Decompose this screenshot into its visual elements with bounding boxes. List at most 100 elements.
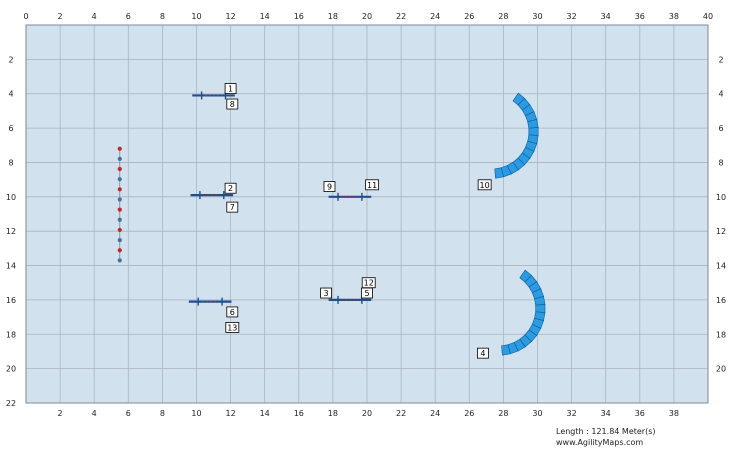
weave-pole [117, 187, 122, 192]
tunnel-segment [528, 127, 539, 136]
y-axis-right: 2 4 6 8 10 12 14 16 18 20 [716, 55, 726, 373]
number-label-text: 8 [230, 100, 235, 109]
number-label: 12 [361, 277, 376, 289]
x-tick-label-top: 26 [464, 12, 474, 21]
x-tick-label-top: 34 [601, 12, 611, 21]
number-label-text: 13 [227, 323, 237, 332]
x-tick-label-bottom: 24 [430, 409, 440, 418]
jump-3-12-5: 3 125 [320, 277, 376, 304]
number-label: 13 [225, 321, 240, 333]
weave-pole [117, 156, 122, 161]
field-border [25, 24, 709, 404]
number-label-text: 3 [324, 289, 329, 298]
x-tick-label-bottom: 12 [226, 409, 236, 418]
y-tick-label-left: 12 [6, 227, 16, 236]
number-label: 9 [323, 181, 336, 192]
number-label-text: 12 [364, 279, 374, 288]
y-tick-label-right: 6 [718, 124, 723, 133]
x-tick-label-top: 0 [23, 12, 28, 21]
number-label-box [323, 181, 336, 192]
y-tick-label-right: 16 [716, 296, 726, 305]
course-length-text: Length : 121.84 Meter(s) [556, 427, 656, 436]
x-tick-label-bottom: 18 [328, 409, 338, 418]
y-tick-label-left: 18 [6, 330, 16, 339]
x-tick-label-bottom: 32 [567, 409, 577, 418]
number-label-box [224, 83, 237, 94]
weave-pole [117, 166, 122, 172]
x-tick-label-top: 28 [498, 12, 508, 21]
y-tick-label-left: 8 [8, 158, 13, 167]
number-label-box [477, 347, 489, 359]
y-tick-label-left: 14 [6, 262, 16, 271]
y-tick-label-left: 22 [6, 399, 16, 408]
number-label-text: 2 [228, 184, 233, 193]
x-tick-label-top: 14 [260, 12, 270, 21]
x-tick-label-bottom: 22 [396, 409, 406, 418]
y-tick-label-right: 20 [716, 365, 726, 374]
x-tick-label-top: 10 [191, 12, 201, 21]
x-tick-label-bottom: 26 [464, 409, 474, 418]
x-tick-label-top: 30 [532, 12, 542, 21]
x-tick-label-bottom: 16 [294, 409, 304, 418]
x-tick-label-bottom: 34 [601, 409, 611, 418]
jump-2-7: 27 [190, 182, 239, 213]
number-label-box [225, 321, 240, 333]
number-label: 4 [477, 347, 489, 359]
weave-pole [117, 207, 122, 212]
y-tick-label-left: 16 [6, 296, 16, 305]
y-tick-label-right: 18 [716, 330, 726, 339]
x-tick-label-bottom: 30 [532, 409, 542, 418]
grid-lines [25, 24, 709, 404]
tunnel-segment [494, 167, 504, 179]
x-tick-label-top: 6 [126, 12, 131, 21]
tunnel-10: 10 [477, 92, 539, 191]
weave-pole [117, 217, 122, 222]
jump-6-13: 6 13 [188, 297, 240, 333]
number-label-text: 4 [480, 349, 485, 358]
weave-pole [117, 177, 122, 182]
y-tick-label-right: 14 [716, 262, 726, 271]
x-tick-label-top: 12 [226, 12, 236, 21]
number-label: 1 [224, 83, 237, 94]
x-tick-label-top: 36 [635, 12, 645, 21]
x-tick-label-top: 40 [703, 12, 713, 21]
tunnel-segment [501, 344, 511, 356]
x-tick-label-bottom: 36 [635, 409, 645, 418]
tunnel-4: 4 [477, 269, 546, 359]
y-tick-label-left: 20 [6, 365, 16, 374]
number-label-text: 7 [230, 203, 235, 212]
number-label-box [361, 287, 373, 299]
x-tick-label-bottom: 20 [362, 409, 372, 418]
number-label: 10 [477, 179, 492, 191]
number-label-text: 11 [367, 181, 377, 190]
x-tick-label-bottom: 2 [58, 409, 63, 418]
jump-1-8: 18 [192, 83, 239, 110]
y-tick-label-left: 2 [8, 55, 13, 64]
number-label-text: 6 [230, 308, 235, 317]
number-label-text: 1 [228, 85, 233, 94]
number-label-box [320, 287, 332, 299]
y-tick-label-left: 10 [6, 193, 16, 202]
weave-pole [117, 197, 122, 202]
y-tick-label-left: 6 [8, 124, 13, 133]
number-label-box [226, 98, 239, 110]
x-axis-bottom: 2 4 6 8 10 12 14 16 18 20 22 24 26 28 30 32 34 36 38 [58, 409, 679, 418]
x-tick-label-bottom: 8 [160, 409, 165, 418]
x-tick-label-top: 38 [669, 12, 679, 21]
y-axis-left: 2 4 6 8 10 12 14 16 18 20 22 [6, 55, 16, 408]
y-tick-label-right: 12 [716, 227, 726, 236]
weave-poles [117, 146, 122, 263]
x-tick-label-bottom: 10 [191, 409, 201, 418]
number-label-text: 10 [480, 181, 490, 190]
number-label: 11 [365, 179, 380, 191]
number-label: 6 [226, 306, 239, 318]
number-label-text: 5 [364, 289, 369, 298]
y-tick-label-right: 8 [718, 158, 723, 167]
x-axis-top: 0 2 4 6 8 10 12 14 16 18 20 22 24 26 28 30 32 34 36 38 40 [23, 12, 713, 21]
number-label-box [365, 179, 380, 191]
y-tick-label-right: 10 [716, 193, 726, 202]
number-label: 8 [226, 98, 239, 110]
jump-9-11: 9 11 [323, 179, 380, 201]
x-tick-label-top: 16 [294, 12, 304, 21]
